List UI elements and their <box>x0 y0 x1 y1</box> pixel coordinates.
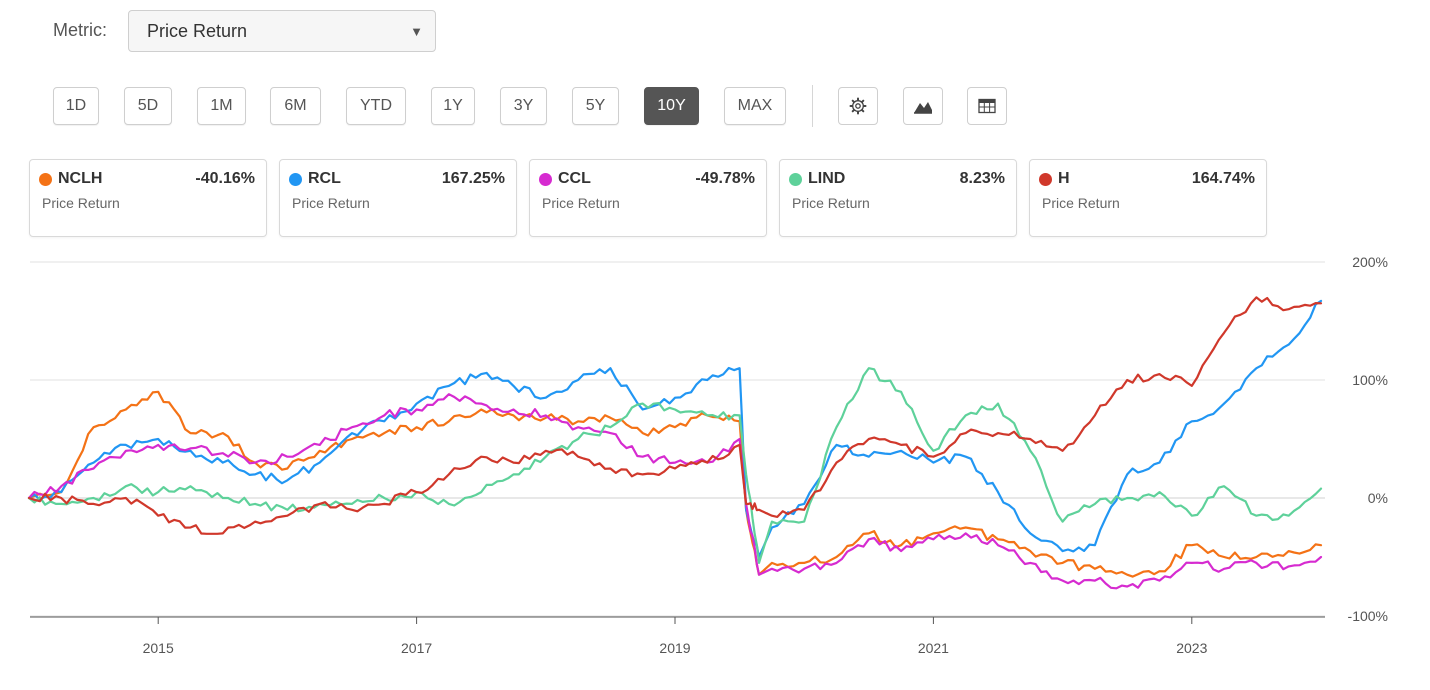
y-tick-label: 200% <box>1352 254 1388 270</box>
ticker-return-value: 167.25% <box>441 170 505 187</box>
ticker-return-value: 8.23% <box>959 170 1005 187</box>
ticker-symbol: CCL <box>558 170 591 187</box>
metric-label: Metric: <box>53 20 107 40</box>
settings-button[interactable] <box>838 87 878 125</box>
y-tick-label: 0% <box>1368 490 1388 506</box>
x-tick-label: 2015 <box>143 640 174 656</box>
metric-select[interactable]: Price Return ▼ <box>128 10 436 52</box>
ticker-metric-label: Price Return <box>292 195 370 211</box>
x-tick-label: 2019 <box>659 640 690 656</box>
ticker-symbol: NCLH <box>58 170 103 187</box>
x-tick-label: 2017 <box>401 640 432 656</box>
lind-color-dot <box>789 173 802 186</box>
series-line-lind <box>27 367 1323 564</box>
range-1y-button[interactable]: 1Y <box>431 87 475 125</box>
ticker-return-value: 164.74% <box>1191 170 1255 187</box>
ticker-card-lind[interactable]: LIND 8.23% Price Return <box>779 159 1017 237</box>
ticker-symbol: H <box>1058 170 1070 187</box>
range-ytd-button[interactable]: YTD <box>346 87 406 125</box>
range-3y-button[interactable]: 3Y <box>500 87 547 125</box>
range-5y-button[interactable]: 5Y <box>572 87 619 125</box>
metric-select-value: Price Return <box>147 21 248 41</box>
x-tick-label: 2021 <box>918 640 949 656</box>
x-tick-label: 2023 <box>1176 640 1207 656</box>
ticker-card-h[interactable]: H 164.74% Price Return <box>1029 159 1267 237</box>
nclh-color-dot <box>39 173 52 186</box>
ticker-card-nclh[interactable]: NCLH -40.16% Price Return <box>29 159 267 237</box>
ticker-card-ccl[interactable]: CCL -49.78% Price Return <box>529 159 767 237</box>
y-tick-label: -100% <box>1348 608 1388 624</box>
toolbar-divider <box>812 85 813 127</box>
settings-icon <box>849 97 867 115</box>
caret-down-icon: ▼ <box>410 24 423 39</box>
mountain-chart-icon <box>914 102 932 114</box>
ticker-metric-label: Price Return <box>1042 195 1120 211</box>
ccl-color-dot <box>539 173 552 186</box>
range-5d-button[interactable]: 5D <box>124 87 172 125</box>
h-color-dot <box>1039 173 1052 186</box>
range-10y-button[interactable]: 10Y <box>644 87 699 125</box>
y-tick-label: 100% <box>1352 372 1388 388</box>
range-max-button[interactable]: MAX <box>724 87 786 125</box>
ticker-return-value: -49.78% <box>695 170 755 187</box>
ticker-card-rcl[interactable]: RCL 167.25% Price Return <box>279 159 517 237</box>
rcl-color-dot <box>289 173 302 186</box>
ticker-symbol: LIND <box>808 170 846 187</box>
series-line-nclh <box>27 390 1323 578</box>
ticker-symbol: RCL <box>308 170 341 187</box>
range-1m-button[interactable]: 1M <box>197 87 246 125</box>
range-1d-button[interactable]: 1D <box>53 87 99 125</box>
mountain-chart-button[interactable] <box>903 87 943 125</box>
table-icon <box>978 98 996 114</box>
ticker-metric-label: Price Return <box>42 195 120 211</box>
ticker-metric-label: Price Return <box>542 195 620 211</box>
range-6m-button[interactable]: 6M <box>270 87 321 125</box>
table-view-button[interactable] <box>967 87 1007 125</box>
series-line-ccl <box>27 393 1323 590</box>
ticker-metric-label: Price Return <box>792 195 870 211</box>
series-line-rcl <box>27 299 1323 559</box>
series-line-h <box>27 296 1323 535</box>
ticker-return-value: -40.16% <box>195 170 255 187</box>
